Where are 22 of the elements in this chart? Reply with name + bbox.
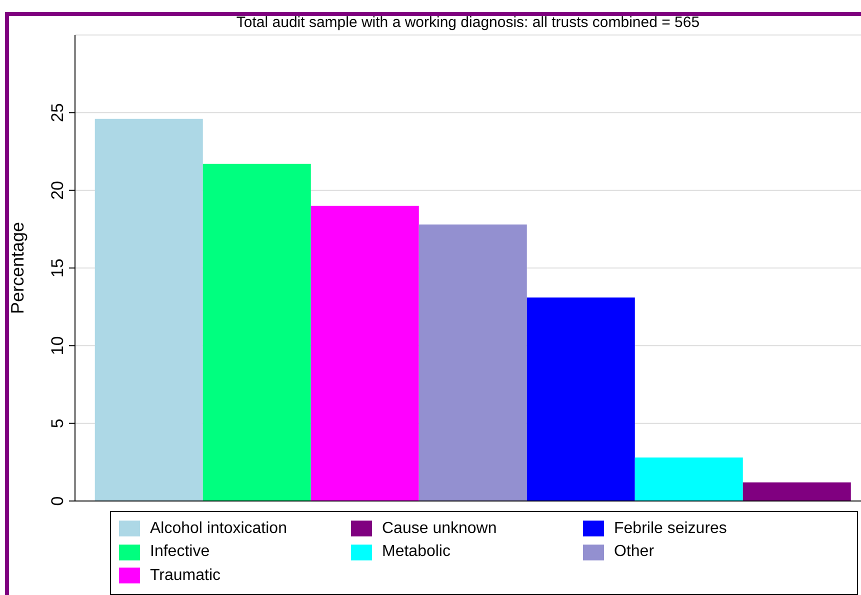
legend-label: Cause unknown [382, 520, 497, 537]
bar [526, 298, 635, 501]
bar [310, 206, 419, 501]
bar [742, 482, 851, 501]
bar [634, 458, 743, 501]
bar [94, 118, 203, 501]
y-tick-label: 25 [48, 103, 67, 122]
y-tick-label: 15 [48, 258, 67, 278]
y-tick-label: 5 [48, 418, 67, 428]
legend-label: Alcohol intoxication [150, 520, 287, 537]
legend-label: Traumatic [150, 566, 221, 584]
y-tick-label: 0 [48, 496, 67, 506]
y-tick-label: 10 [48, 336, 67, 356]
y-tick-label: 20 [48, 180, 67, 200]
legend-label: Metabolic [382, 543, 450, 560]
bar [418, 224, 527, 501]
bar [202, 164, 311, 501]
y-axis-title: Percentage [7, 222, 28, 314]
legend-label: Febrile seizures [614, 520, 727, 537]
chart-title: Total audit sample with a working diagnosis: all trusts combined = 565 [235, 14, 701, 31]
legend-label: Other [614, 543, 654, 560]
legend-label: Infective [150, 543, 210, 560]
